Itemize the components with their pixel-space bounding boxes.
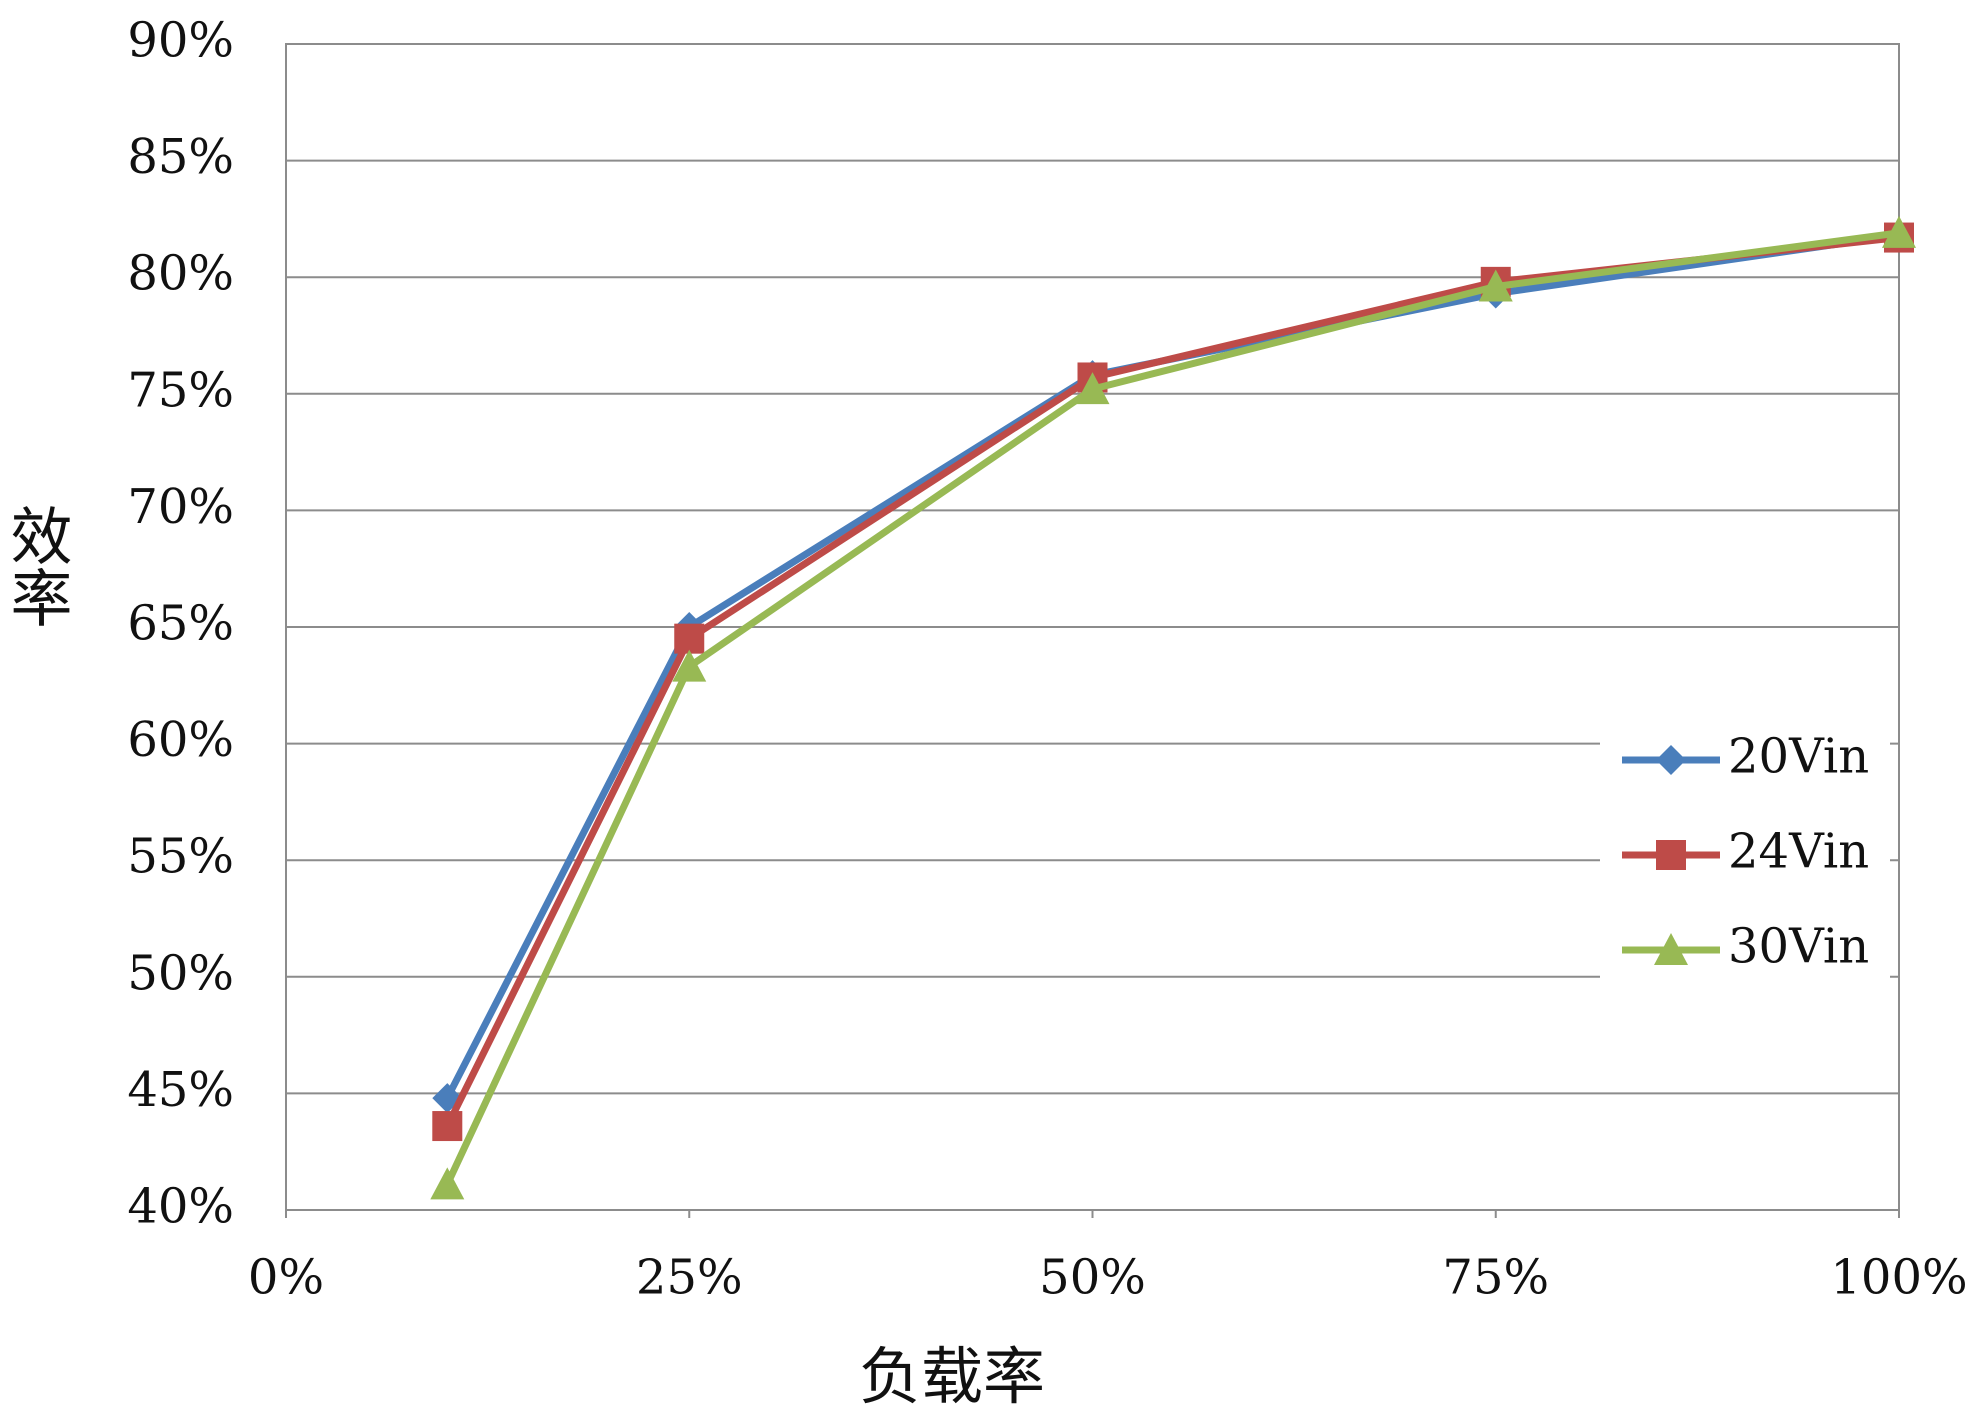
marker [1656, 745, 1686, 775]
marker [1075, 372, 1110, 405]
y-tick-label: 55% [127, 829, 234, 885]
x-tick-label: 0% [248, 1250, 324, 1306]
y-tick-label: 40% [127, 1179, 234, 1235]
marker [1882, 215, 1916, 248]
legend-label: 24Vin [1728, 824, 1869, 880]
x-tick-label: 25% [636, 1250, 743, 1306]
x-axis-title: 负载率 [859, 1340, 1045, 1413]
y-tick-label: 75% [127, 362, 234, 418]
legend-label: 30Vin [1728, 919, 1869, 975]
y-tick-label: 60% [127, 712, 234, 768]
legend-label: 20Vin [1728, 729, 1869, 785]
marker [674, 623, 705, 654]
series [430, 215, 1916, 1200]
y-tick-label: 80% [127, 246, 234, 302]
y-tick-label: 50% [127, 945, 234, 1001]
marker [432, 1111, 463, 1142]
y-tick-label: 45% [127, 1062, 234, 1118]
x-tick-label: 50% [1039, 1250, 1146, 1306]
x-tick-label: 100% [1830, 1250, 1966, 1306]
y-tick-label: 90% [127, 13, 234, 69]
x-tick-label: 75% [1442, 1250, 1549, 1306]
marker [430, 1167, 465, 1200]
y-axis-title: 效率 [0, 504, 73, 628]
marker [1654, 933, 1688, 965]
marker [1478, 269, 1513, 302]
y-tick-label: 70% [127, 479, 234, 535]
marker [672, 649, 707, 682]
marker [1656, 840, 1686, 870]
y-tick-label: 85% [127, 129, 234, 185]
y-tick-label: 65% [127, 596, 234, 652]
